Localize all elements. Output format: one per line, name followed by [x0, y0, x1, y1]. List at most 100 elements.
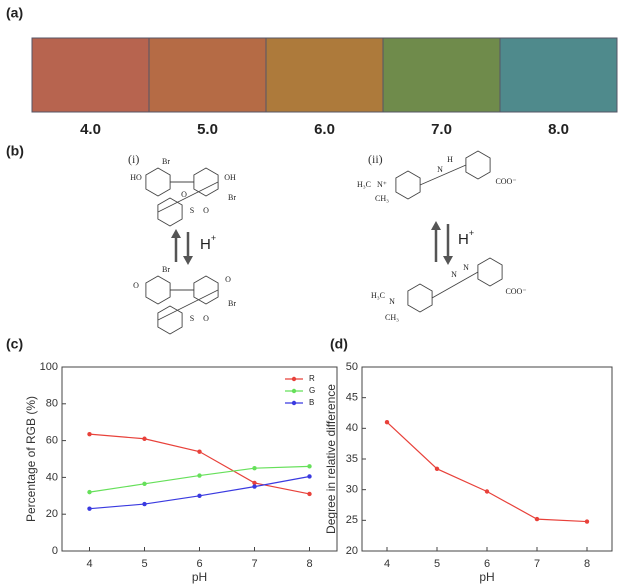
atom-label: O: [225, 275, 231, 284]
data-point: [307, 474, 312, 479]
data-point: [142, 481, 147, 487]
legend-label: R: [309, 374, 315, 383]
atom-label: OH: [224, 173, 236, 182]
ph-label: 6.0: [314, 121, 335, 138]
y-axis-title: Degree in relative difference: [324, 384, 338, 534]
ring: [145, 275, 171, 305]
atom-label: COO⁻: [505, 287, 526, 296]
ring: [465, 150, 491, 180]
atom-label: O: [133, 281, 139, 290]
x-tick-label: 7: [534, 558, 540, 570]
y-tick-label: 50: [346, 361, 358, 373]
x-tick-label: 5: [141, 558, 147, 570]
reagent-charge: +: [469, 228, 474, 238]
ring: [157, 197, 183, 227]
x-tick-label: 8: [306, 558, 312, 570]
data-point: [87, 506, 92, 511]
ring: [157, 305, 183, 335]
reagent-symbol: H: [458, 231, 469, 248]
data-point: [197, 493, 202, 498]
x-axis-title: pH: [479, 570, 494, 584]
series-line: [89, 465, 310, 493]
atom-label: Br: [162, 265, 170, 274]
reagent-charge: +: [211, 233, 216, 243]
atom-label: Br: [228, 193, 236, 202]
y-tick-label: 20: [46, 508, 58, 520]
atom-label: N: [437, 165, 443, 174]
atom-label: COO⁻: [495, 177, 516, 186]
y-tick-label: 20: [346, 545, 358, 557]
atom-label: H: [447, 155, 453, 164]
atom-label: S: [190, 314, 194, 323]
arrows: [171, 221, 453, 265]
data-point: [252, 480, 257, 486]
y-tick-label: 30: [346, 484, 358, 496]
legend-marker: [291, 388, 297, 394]
ring: [145, 167, 171, 197]
bond: [419, 164, 467, 186]
data-point: [307, 491, 312, 497]
atom-label: Br: [228, 299, 236, 308]
color-swatch: [31, 37, 150, 113]
ph-label: 8.0: [548, 121, 569, 138]
ring: [193, 167, 219, 197]
atom-label: N⁺: [377, 180, 387, 189]
ph-label: 7.0: [431, 121, 452, 138]
data-point: [434, 466, 440, 472]
legend-label: B: [309, 398, 314, 407]
x-tick-label: 6: [484, 558, 490, 570]
series-line: [89, 433, 310, 495]
legend-marker: [291, 376, 297, 382]
data-point: [307, 464, 312, 469]
atom-label: S: [190, 206, 194, 215]
legend-label: G: [309, 386, 315, 395]
data-point: [197, 449, 202, 454]
x-tick-label: 6: [196, 558, 202, 570]
y-tick-label: 40: [346, 422, 358, 434]
color-swatch: [148, 37, 267, 113]
data-point: [584, 519, 590, 524]
structure-label: (i): [128, 152, 139, 166]
x-axis-title: pH: [192, 570, 207, 584]
ring: [193, 275, 219, 305]
data-point: [142, 436, 147, 441]
atom-label: N: [389, 297, 395, 306]
plot-frame: [361, 366, 613, 552]
color-swatch: [499, 37, 618, 113]
x-tick-label: 7: [251, 558, 257, 570]
y-axis-title: Percentage of RGB (%): [24, 396, 38, 522]
panel-label: (d): [330, 336, 348, 352]
reagent-symbol: H: [200, 236, 211, 253]
panel-label: (c): [6, 336, 23, 352]
x-tick-label: 8: [584, 558, 590, 570]
atom-label: O: [181, 190, 187, 199]
y-tick-label: 40: [46, 471, 58, 483]
ph-label: 4.0: [80, 121, 101, 138]
ring: [407, 283, 433, 313]
ring: [477, 257, 503, 287]
y-tick-label: 100: [40, 361, 58, 373]
data-point: [87, 431, 92, 437]
data-point: [87, 489, 92, 495]
atom-label: CH₃: [375, 194, 389, 203]
atom-label: CH₃: [385, 313, 399, 322]
atom-label: Br: [162, 157, 170, 166]
panel-label: (a): [6, 5, 23, 21]
structure-label: (ii): [368, 152, 383, 166]
y-tick-label: 0: [52, 545, 58, 557]
bond: [431, 271, 479, 299]
data-point: [252, 484, 257, 489]
data-point: [484, 489, 490, 494]
y-tick-label: 80: [46, 398, 58, 410]
data-point: [384, 420, 390, 425]
panel-label: (b): [6, 143, 24, 159]
y-tick-label: 45: [346, 392, 358, 404]
x-tick-label: 5: [434, 558, 440, 570]
reagent: H+: [458, 228, 474, 248]
x-tick-label: 4: [384, 558, 390, 570]
color-swatch: [265, 37, 384, 113]
atom-label: HO: [130, 173, 142, 182]
atom-label: N: [451, 270, 457, 279]
y-tick-label: 35: [346, 453, 358, 465]
